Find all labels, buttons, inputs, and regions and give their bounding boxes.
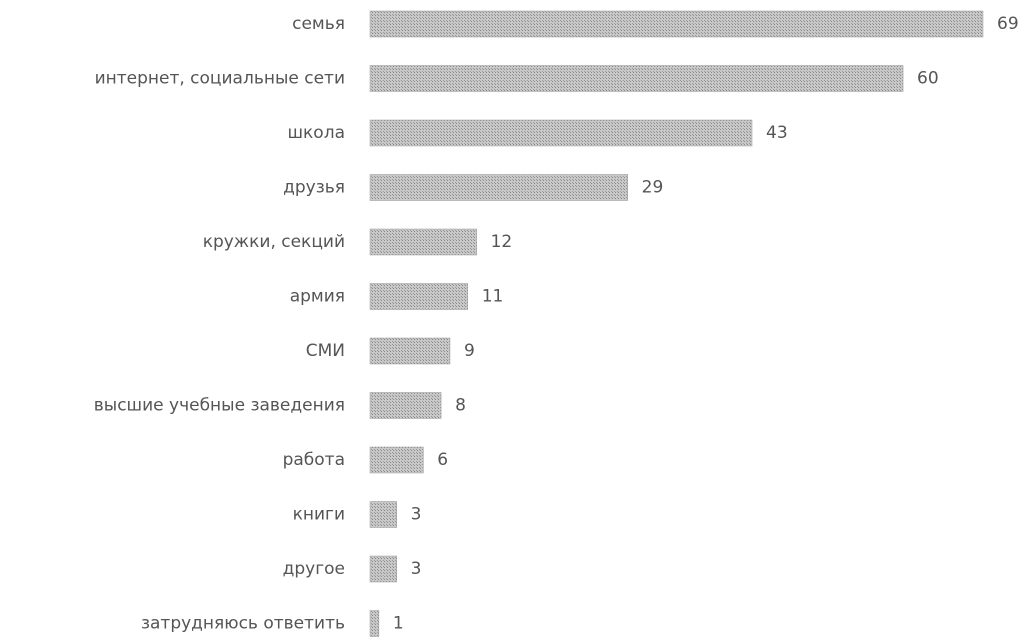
- bar: [369, 10, 984, 38]
- bar: [369, 119, 753, 147]
- value-label: 43: [766, 123, 788, 143]
- category-label: семья: [292, 14, 345, 34]
- category-label: другое: [283, 559, 345, 579]
- category-label: высшие учебные заведения: [94, 396, 345, 416]
- bar: [369, 392, 442, 419]
- bar: [369, 446, 424, 474]
- value-label: 69: [997, 14, 1019, 34]
- category-label: затрудняюсь ответить: [141, 614, 345, 634]
- value-label: 3: [411, 505, 422, 525]
- category-label: кружки, секций: [203, 232, 345, 252]
- value-label: 6: [437, 450, 448, 470]
- category-label: книги: [293, 505, 345, 525]
- value-label: 60: [917, 69, 939, 89]
- bar: [369, 283, 468, 310]
- bar: [369, 174, 628, 201]
- value-label: 3: [411, 559, 422, 579]
- value-label: 1: [393, 614, 404, 634]
- bar: [369, 228, 477, 256]
- bar: [369, 610, 380, 637]
- bar: [369, 65, 904, 92]
- category-label: друзья: [283, 178, 345, 198]
- category-label: работа: [283, 450, 345, 470]
- category-label: СМИ: [306, 341, 345, 361]
- bar: [369, 337, 451, 365]
- category-label: армия: [290, 287, 345, 307]
- category-label: школа: [287, 123, 345, 143]
- bar: [369, 555, 397, 583]
- value-label: 8: [455, 396, 466, 416]
- value-label: 29: [642, 178, 664, 198]
- category-label: интернет, социальные сети: [95, 69, 345, 89]
- value-label: 12: [491, 232, 513, 252]
- bar: [369, 501, 397, 528]
- value-label: 11: [482, 287, 504, 307]
- value-label: 9: [464, 341, 475, 361]
